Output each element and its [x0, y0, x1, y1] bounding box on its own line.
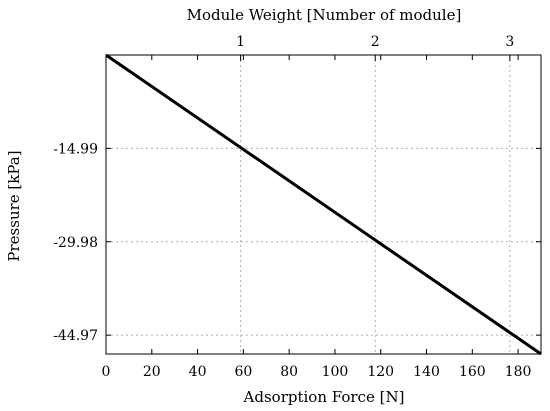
x2-ticks: 1 2 3 [236, 34, 514, 61]
series-line [105, 53, 542, 356]
x2-tick-label: 1 [236, 34, 245, 50]
plot-frame [105, 54, 542, 355]
x-tick-label: 140 [413, 364, 440, 380]
x-tick-label: 20 [143, 364, 161, 380]
y-ticks: -14.99 -29.98 -44.97 [53, 141, 541, 344]
x-tick-label: 180 [505, 364, 532, 380]
x2-tick-label: 3 [505, 34, 514, 50]
x-tick-label: 120 [367, 364, 394, 380]
x2-tick-label: 2 [371, 34, 380, 50]
y-axis-label: Pressure [kPa] [5, 150, 23, 261]
series [105, 53, 542, 356]
x-axis-label: Adsorption Force [N] [243, 388, 405, 406]
x-tick-label: 160 [459, 364, 486, 380]
x-tick-label: 40 [189, 364, 207, 380]
x-tick-label: 80 [280, 364, 298, 380]
x-ticks: 0 20 40 60 80 100 120 140 160 180 [102, 55, 532, 380]
x-tick-label: 60 [234, 364, 252, 380]
x2-axis-label: Module Weight [Number of module] [187, 6, 462, 24]
x-tick-label: 100 [322, 364, 349, 380]
y-tick-label: -29.98 [53, 235, 98, 251]
y-tick-label: -44.97 [53, 328, 98, 344]
y-tick-label: -14.99 [53, 141, 98, 157]
x-tick-label: 0 [102, 364, 111, 380]
